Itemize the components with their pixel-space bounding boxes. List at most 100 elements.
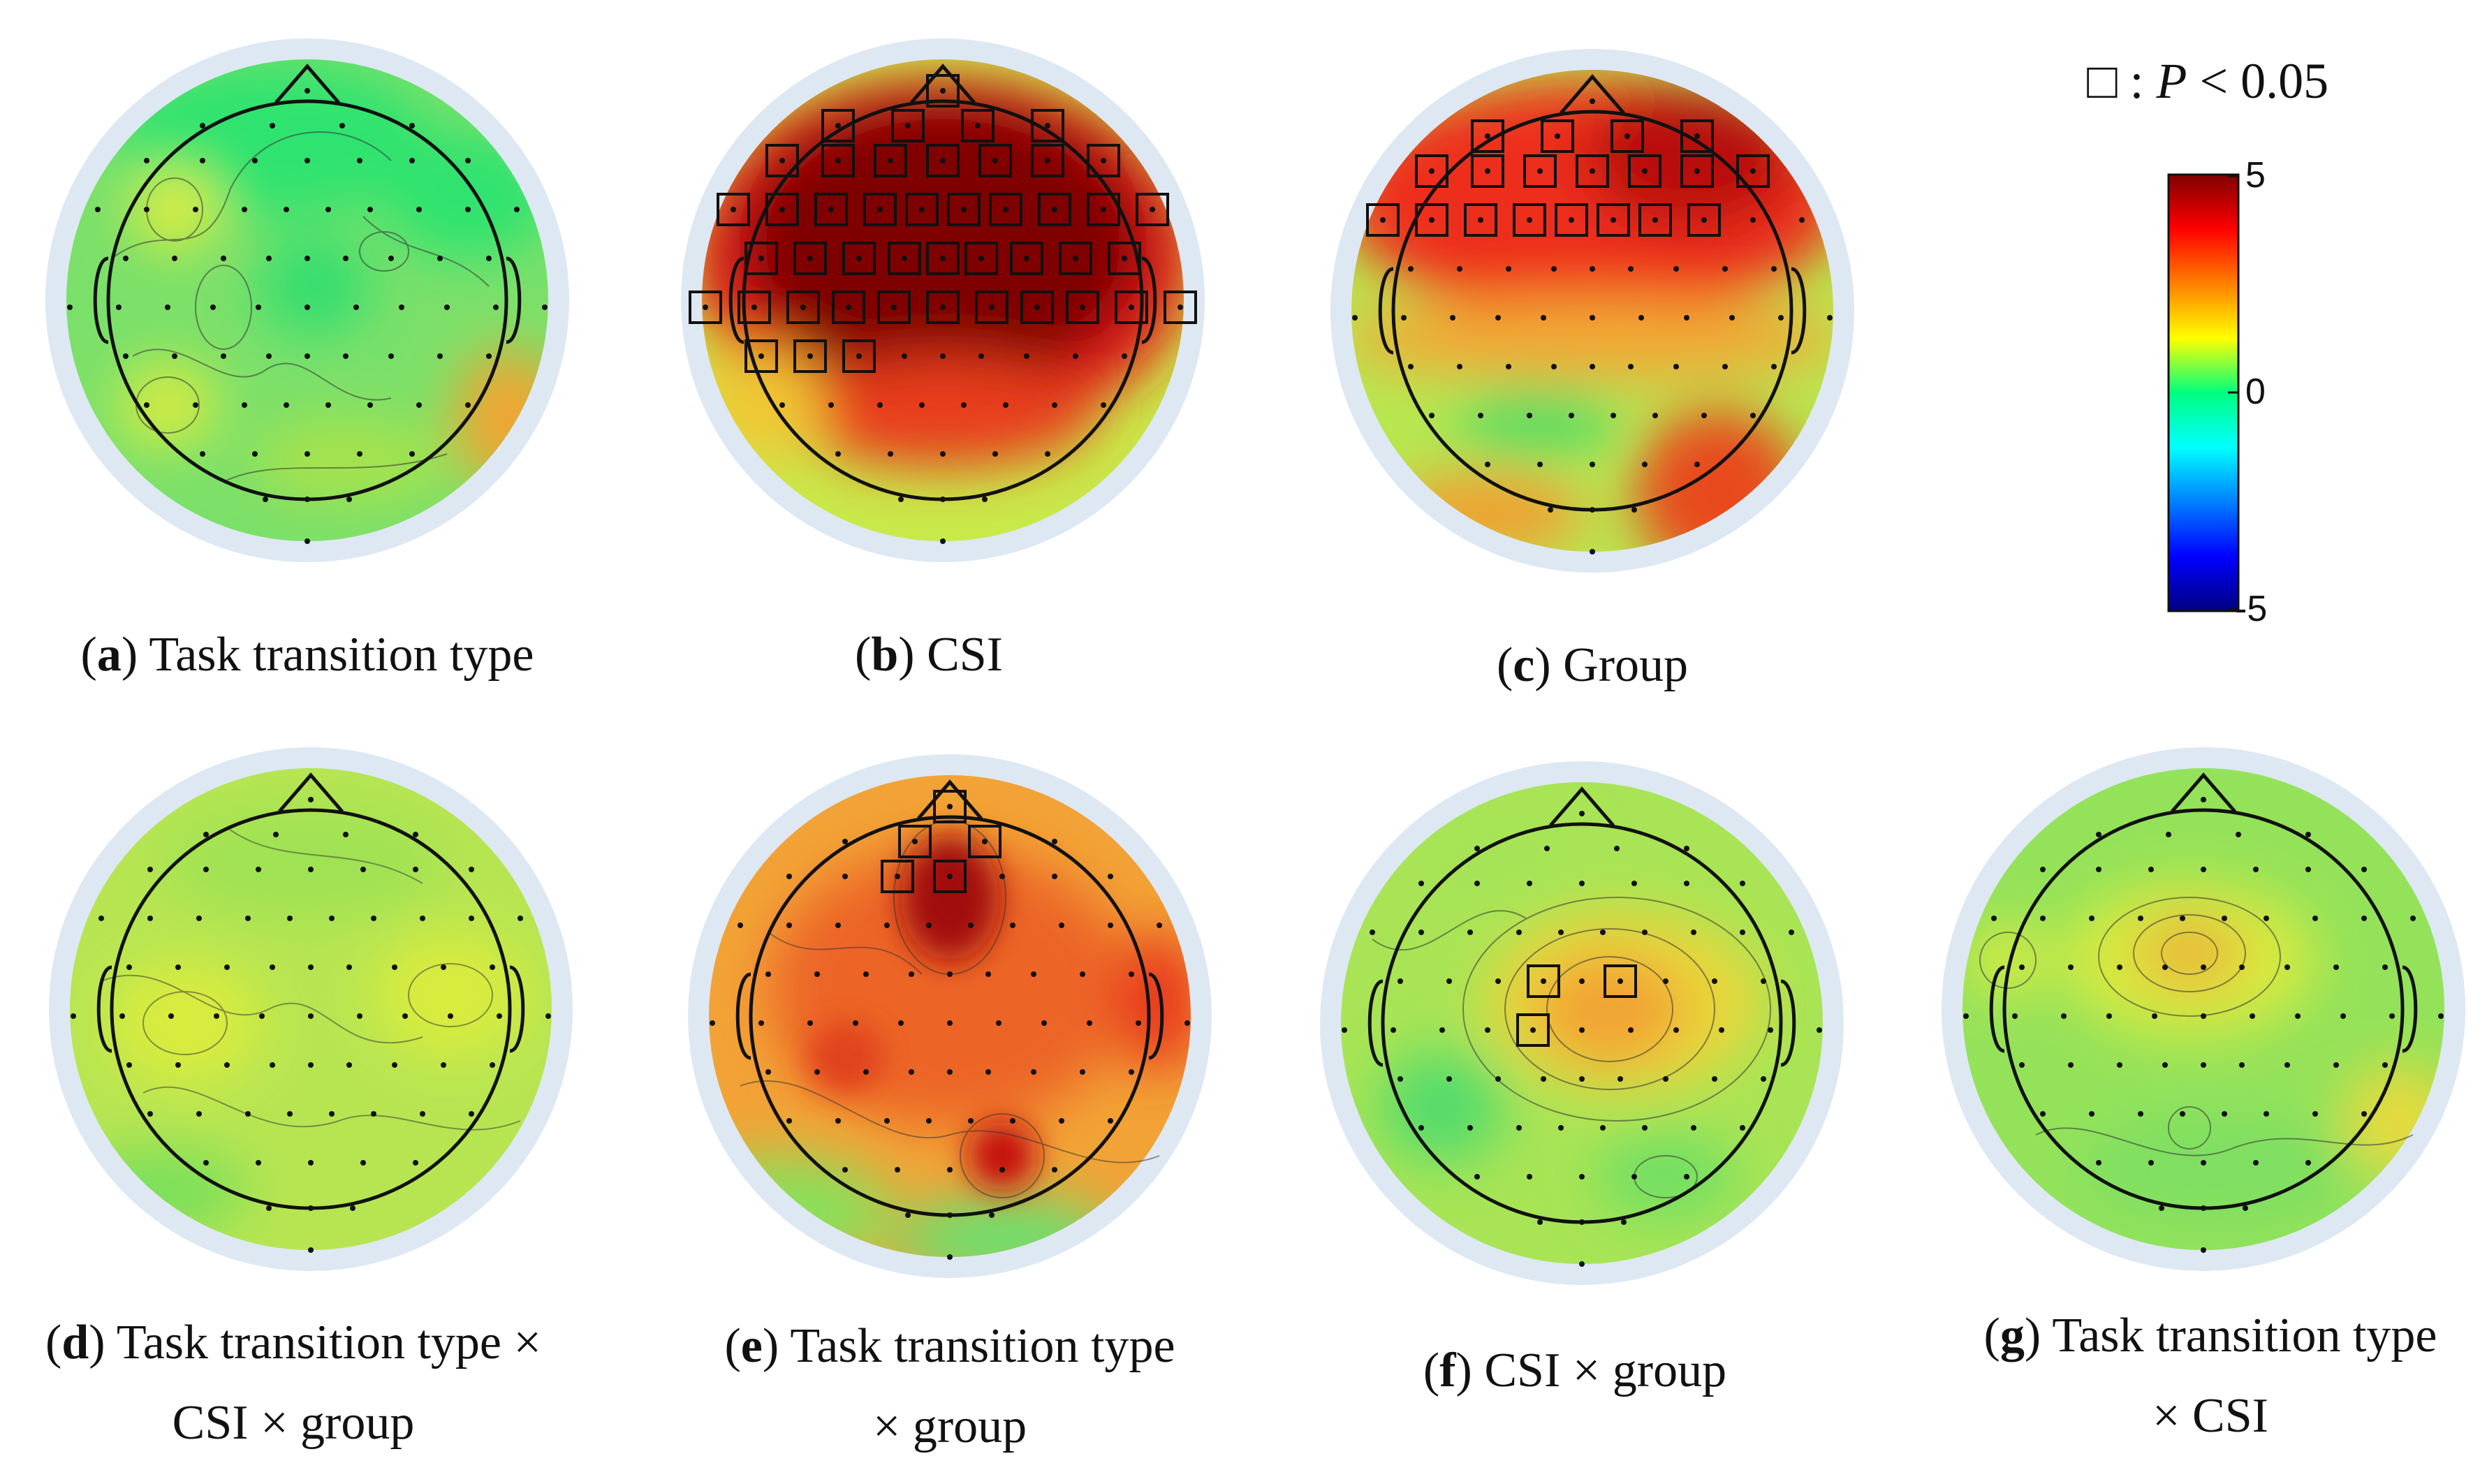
electrode [1555, 133, 1560, 139]
electrode [2312, 916, 2318, 921]
electrode [961, 402, 967, 408]
electrode [221, 353, 226, 359]
electrode [1041, 1020, 1047, 1026]
electrode [895, 874, 900, 879]
electrode [1631, 881, 1637, 886]
electrode [1370, 930, 1375, 935]
electrode [1579, 1027, 1585, 1033]
electrode [147, 867, 153, 872]
electrode [287, 1111, 293, 1117]
significance-box [821, 109, 855, 142]
colorbar-max-label: 5 [2245, 155, 2266, 196]
electrode [1579, 811, 1585, 816]
electrode [1771, 266, 1777, 272]
electrode [1548, 507, 1553, 513]
electrode [1740, 881, 1745, 886]
electrode [2201, 1062, 2206, 1068]
electrode [308, 797, 314, 802]
electrode [1541, 315, 1546, 321]
caption-d-line2: CSI × group [173, 1396, 415, 1450]
electrode [2089, 1111, 2094, 1117]
electrode [940, 451, 946, 457]
electrode [978, 353, 984, 359]
caption-e-line1: (e) Task transition type [724, 1319, 1175, 1373]
significance-box [1038, 193, 1071, 226]
electrode [1401, 315, 1407, 321]
electrode [1579, 1261, 1585, 1267]
electrode [919, 402, 925, 408]
electrode [518, 916, 523, 921]
electrode [1799, 217, 1805, 223]
electrode [1590, 462, 1595, 467]
topomap-panel-a: (a) Task transition type [45, 38, 569, 682]
electrode [1450, 315, 1455, 321]
electrode [947, 874, 953, 879]
electrode [982, 839, 988, 844]
electrode [814, 971, 820, 977]
electrode [1729, 315, 1735, 321]
electrode [353, 304, 359, 310]
caption-g-line1: (g) Task transition type [1984, 1309, 2437, 1362]
electrode [270, 1062, 275, 1068]
electrode [308, 1247, 314, 1253]
electrode [786, 1118, 792, 1124]
electrode [1684, 315, 1689, 321]
electrode [2236, 832, 2241, 837]
electrode [1052, 1167, 1057, 1173]
electrode [200, 123, 205, 128]
significance-box [1628, 154, 1661, 188]
electrode [842, 874, 848, 879]
electrode [2096, 867, 2101, 872]
electrode [256, 1160, 261, 1166]
electrode [1478, 217, 1483, 223]
electrode [1684, 846, 1689, 851]
electrode [116, 304, 122, 310]
electrode [1418, 1125, 1424, 1131]
caption-f: (f) CSI × group [1423, 1344, 1726, 1397]
electrode [360, 867, 366, 872]
electrode [2333, 1062, 2339, 1068]
electrode [2162, 1062, 2168, 1068]
electrode [856, 353, 862, 359]
significance-box [1108, 242, 1141, 275]
electrode [392, 964, 397, 970]
electrode [779, 402, 785, 408]
electrode [2019, 964, 2025, 970]
electrode [2201, 1013, 2206, 1019]
electrode [1527, 1174, 1532, 1180]
electrode [346, 964, 352, 970]
caption-d-line1: (d) Task transition type × [45, 1316, 541, 1369]
significance-box [1611, 119, 1644, 153]
electrode [486, 353, 492, 359]
electrode [1418, 930, 1424, 935]
electrode [147, 916, 153, 921]
electrode [999, 874, 1005, 879]
electrode [1129, 971, 1134, 977]
electrode [1701, 413, 1707, 418]
electrode [357, 158, 362, 163]
electrode [1750, 413, 1756, 418]
electrode [2096, 1160, 2101, 1166]
electrode [884, 923, 890, 928]
electrode [98, 916, 104, 921]
electrode [1457, 266, 1462, 272]
legend-marker: □ : P < 0.05 [2087, 53, 2328, 109]
electrode [1408, 364, 1414, 369]
electrode [891, 304, 897, 310]
electrode [420, 916, 425, 921]
electrode [1391, 1027, 1396, 1033]
electrode [2201, 1205, 2206, 1211]
electrode [469, 1111, 474, 1117]
electrode [912, 839, 918, 844]
electrode [1694, 462, 1700, 467]
electrode [1684, 881, 1689, 886]
electrode [1638, 315, 1644, 321]
electrode [325, 402, 331, 408]
electrode [926, 923, 932, 928]
electrode [444, 304, 450, 310]
significance-box [961, 109, 995, 142]
electrode [1768, 1027, 1773, 1033]
electrode [1541, 1076, 1546, 1082]
electrode [1178, 304, 1183, 310]
significance-box [964, 242, 998, 275]
